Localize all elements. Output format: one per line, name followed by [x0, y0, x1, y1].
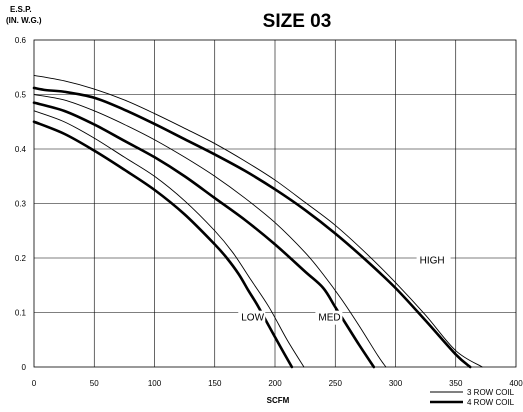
y-axis-ticks: 0 0.1 0.2 0.3 0.4 0.5 0.6 [15, 36, 27, 372]
curve-label-high: HIGH [420, 255, 445, 266]
series-low-4-row-line [32, 120, 294, 369]
y-tick-label: 0 [22, 363, 27, 372]
x-tick-label: 0 [32, 379, 37, 388]
x-tick-label: 300 [389, 379, 403, 388]
plot-frame [33, 39, 517, 368]
y-tick-label: 0.2 [15, 254, 27, 263]
legend-label-3-row: 3 ROW COIL [467, 388, 515, 397]
x-axis-label: SCFM [267, 396, 290, 405]
x-tick-label: 50 [90, 379, 99, 388]
y-tick-label: 0.3 [15, 200, 27, 209]
x-tick-label: 100 [148, 379, 162, 388]
x-tick-label: 350 [449, 379, 463, 388]
series-med-3-row-line [33, 94, 387, 368]
curve-label-bg [315, 310, 343, 325]
y-axis-label-line2: (IN. W.G.) [6, 16, 42, 25]
curve-label-bg [238, 310, 266, 325]
x-tick-label: 250 [329, 379, 343, 388]
series-group [32, 74, 483, 369]
curve-labels: HIGH MED LOW [238, 253, 451, 325]
legend: 3 ROW COIL 4 ROW COIL [430, 388, 515, 407]
legend-label-4-row: 4 ROW COIL [467, 398, 515, 407]
series-high-3-row-line [33, 74, 483, 368]
x-axis-ticks: 0 50 100 150 200 250 300 350 400 [32, 379, 523, 388]
y-axis-label-line1: E.S.P. [10, 5, 32, 14]
series-low-3-row-line [33, 110, 305, 368]
curve-label-bg [416, 253, 451, 268]
x-tick-label: 200 [268, 379, 282, 388]
curve-label-med: MED [318, 313, 340, 324]
grid [34, 40, 516, 367]
series-med-4-row-line [32, 101, 376, 369]
y-tick-label: 0.4 [15, 145, 27, 154]
x-tick-label: 150 [208, 379, 222, 388]
x-tick-label: 400 [509, 379, 523, 388]
series-high-4-row-line [32, 86, 472, 369]
y-tick-label: 0.5 [15, 91, 27, 100]
chart-title: SIZE 03 [263, 11, 332, 32]
y-tick-label: 0.6 [15, 36, 27, 45]
curve-label-low: LOW [241, 313, 264, 324]
y-tick-label: 0.1 [15, 309, 27, 318]
